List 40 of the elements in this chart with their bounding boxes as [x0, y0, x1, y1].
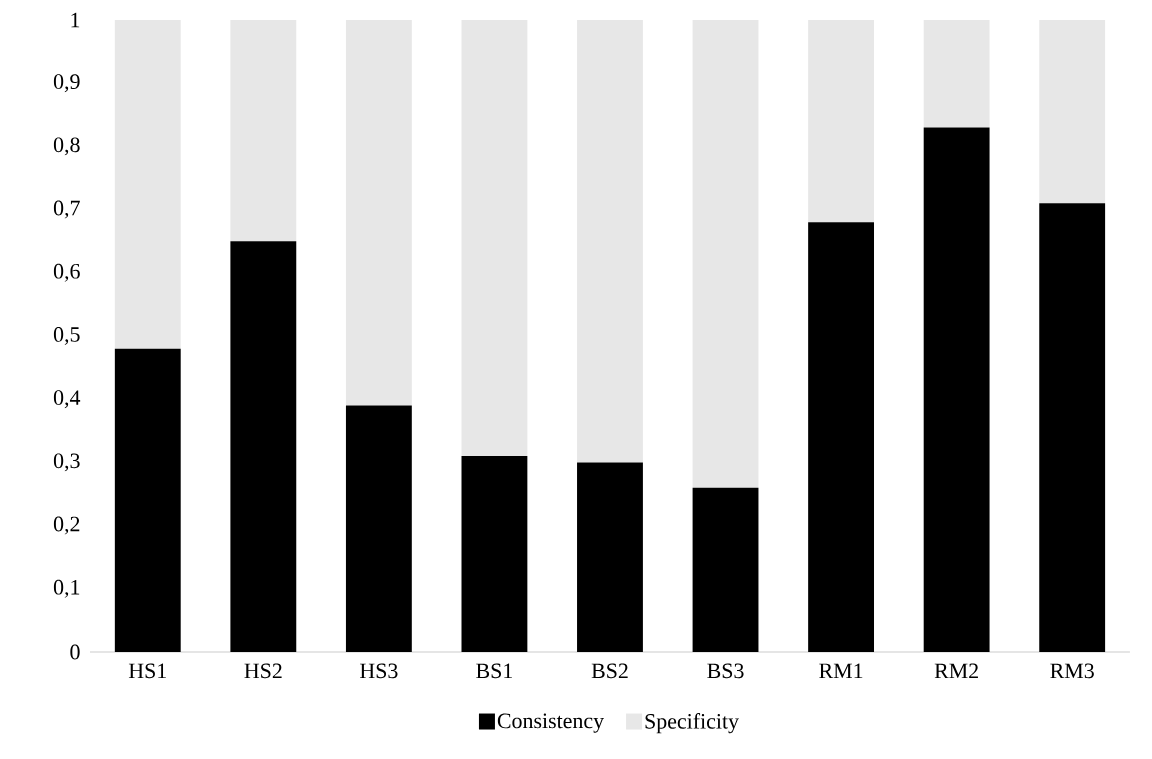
x-tick-label: RM1: [819, 663, 863, 678]
y-tick-label: 0: [70, 644, 80, 660]
bar: [923, 127, 990, 652]
x-tick-label: RM3: [1050, 663, 1094, 679]
bar: [692, 487, 759, 652]
bar: [692, 19, 759, 488]
bar: [577, 19, 643, 463]
bar: [1039, 19, 1106, 204]
legend-label: Specificity: [645, 713, 739, 734]
x-tick-label: HS2: [244, 663, 282, 679]
x-tick-label: HS1: [128, 663, 166, 679]
y-tick-label: 0,2: [53, 516, 80, 535]
bar: [345, 19, 412, 406]
bar: [461, 456, 528, 652]
x-tick-label: BS3: [707, 663, 744, 679]
x-tick-label: BS1: [476, 663, 512, 679]
bar: [808, 19, 875, 223]
y-tick-label: 0,1: [53, 579, 80, 598]
bar: [808, 222, 875, 652]
bar: [923, 19, 990, 128]
bar: [345, 405, 412, 652]
x-tick-label: RM2: [934, 663, 978, 679]
y-tick-label: 0,9: [53, 74, 80, 93]
bar: [230, 241, 297, 652]
bar: [114, 348, 181, 652]
y-tick-label: 0,3: [53, 453, 80, 472]
y-tick-label: 0,5: [53, 327, 80, 345]
bar: [461, 19, 528, 457]
y-tick-label: 1: [71, 12, 80, 28]
bar: [230, 19, 297, 242]
bar: [1039, 203, 1106, 652]
y-tick-label: 0,4: [53, 390, 81, 409]
bar: [577, 462, 643, 652]
bar: [114, 19, 181, 349]
x-tick-label: BS2: [591, 663, 628, 679]
y-tick-label: 0,8: [53, 137, 80, 156]
legend-label: Consistency: [497, 713, 605, 733]
x-tick-label: HS3: [360, 663, 398, 679]
y-tick-label: 0,6: [53, 263, 80, 282]
y-tick-label: 0,7: [53, 200, 80, 219]
